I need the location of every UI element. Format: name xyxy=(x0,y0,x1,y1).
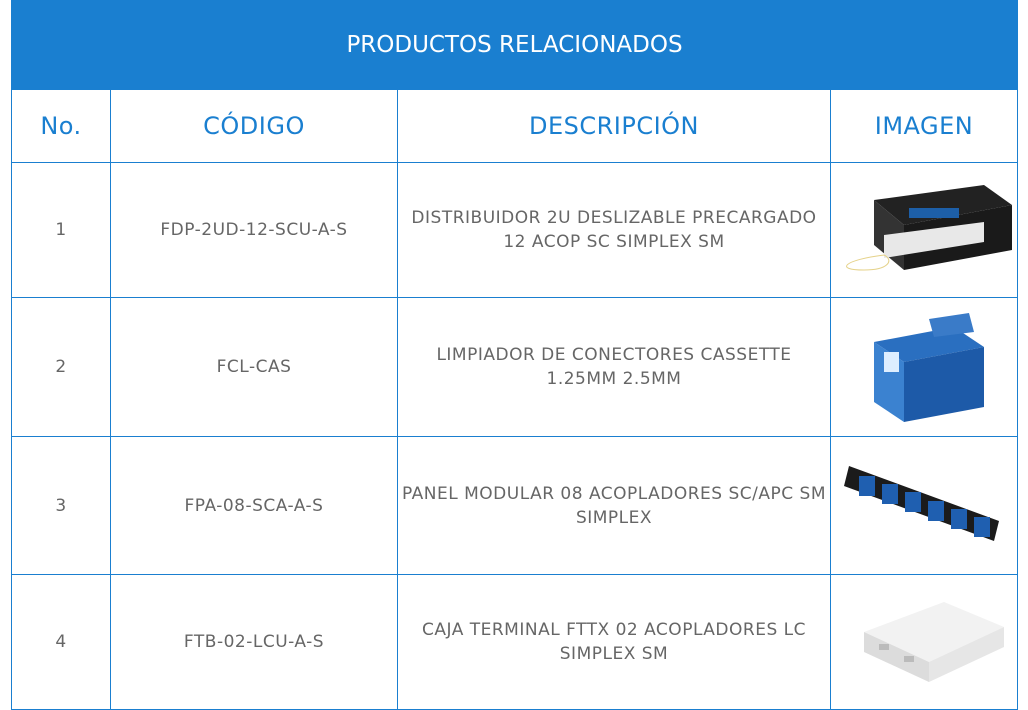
product-description: CAJA TERMINAL FTTX 02 ACOPLADORES LC SIM… xyxy=(397,575,830,710)
product-description: DISTRIBUIDOR 2U DESLIZABLE PRECARGADO 12… xyxy=(397,163,830,298)
product-image-cell xyxy=(830,437,1018,575)
product-image xyxy=(864,602,1004,682)
product-image-cell xyxy=(830,298,1018,437)
column-header: No. xyxy=(11,90,110,163)
table-title: PRODUCTOS RELACIONADOS xyxy=(11,0,1018,90)
product-code: FCL-CAS xyxy=(110,298,397,437)
product-image-cell xyxy=(830,163,1018,298)
product-code: FTB-02-LCU-A-S xyxy=(110,575,397,710)
product-description: PANEL MODULAR 08 ACOPLADORES SC/APC SM S… xyxy=(397,437,830,575)
row-number: 4 xyxy=(11,575,110,710)
product-image xyxy=(844,465,999,541)
row-number: 2 xyxy=(11,298,110,437)
column-header: CÓDIGO xyxy=(110,90,397,163)
column-header: DESCRIPCIÓN xyxy=(397,90,830,163)
product-description: LIMPIADOR DE CONECTORES CASSETTE 1.25MM … xyxy=(397,298,830,437)
row-number: 3 xyxy=(11,437,110,575)
table: No. CÓDIGO DESCRIPCIÓN IMAGEN 1 FDP-2UD-1… xyxy=(11,90,1018,710)
product-code: FDP-2UD-12-SCU-A-S xyxy=(110,163,397,298)
product-image xyxy=(874,313,984,422)
page: PRODUCTOS RELACIONADOS No. CÓDIGO DESCRI… xyxy=(11,0,1018,710)
row-number: 1 xyxy=(11,163,110,298)
product-code: FPA-08-SCA-A-S xyxy=(110,437,397,575)
product-image xyxy=(846,185,1012,271)
column-header: IMAGEN xyxy=(830,90,1018,163)
product-image-cell xyxy=(830,575,1018,710)
